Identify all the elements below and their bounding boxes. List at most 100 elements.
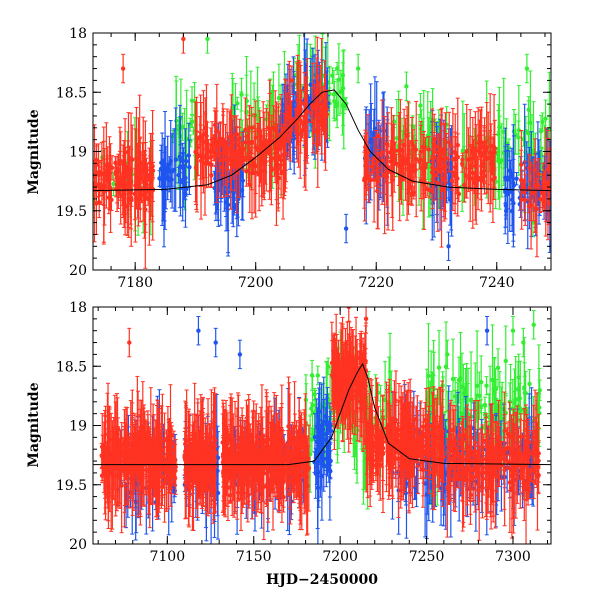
data-point-green [309,402,314,416]
data-point-red [133,128,138,243]
data-point-red [523,174,528,226]
data-point-red [305,58,310,164]
outlier-point-green [445,339,450,370]
data-point-red [278,154,283,175]
data-point-red [201,90,206,194]
data-point-blue [187,139,192,196]
data-point-red [280,123,286,220]
outlier-point-green [510,315,516,346]
data-point-green [482,396,488,413]
data-point-red [430,108,435,210]
data-point-red [368,171,373,189]
data-point-red [467,109,473,222]
data-point-red [311,119,317,144]
data-point-green [526,96,531,124]
data-point-red [296,125,301,143]
data-point-red [233,149,238,169]
y-tick-label: 19.5 [56,478,87,494]
data-point-red [315,74,320,188]
data-point-green [491,380,497,399]
data-point-red [543,153,548,222]
outlier-point-green [524,53,530,84]
data-point-green [335,62,340,75]
data-point-red [253,127,258,218]
top-model-curve [93,89,551,192]
data-point-red [263,138,268,185]
data-point-green [540,112,545,132]
data-point-red [531,164,536,222]
data-point-red [471,139,476,161]
data-point-blue [508,159,513,194]
data-point-red [382,115,387,235]
data-point-red [532,158,537,182]
outlier-point-red [120,53,126,84]
x-tick-label: 7150 [236,549,272,565]
data-point-red [247,148,253,168]
data-point-red [230,115,236,170]
outlier-point-blue [343,213,349,244]
data-point-red [143,120,148,225]
data-point-green [484,376,489,396]
data-point-red [211,143,216,162]
data-point-green [495,348,501,388]
data-point-blue [180,153,185,169]
data-point-blue [157,170,162,187]
data-point-red [98,159,104,190]
data-point-red [116,153,121,187]
data-point-red [448,136,453,155]
data-point-red [376,166,381,188]
data-point-blue [514,171,519,186]
top-panel: 7180 7200 7220 7240 18 18.5 19 19.5 20 Magnitude [26,26,552,291]
y-tick-label: 20 [69,263,87,279]
data-point-green [331,69,337,119]
bottom-plot-area [93,307,551,544]
outlier-point-green [521,327,526,358]
data-point-red [363,129,368,166]
data-point-red [439,122,444,211]
data-point-blue [509,190,515,232]
data-point-red [449,170,455,191]
data-point-red [323,73,328,171]
data-point-red [220,114,226,172]
x-tick-label: 7240 [479,275,515,291]
data-point-blue [176,166,181,184]
data-point-red [380,127,385,194]
data-point-red [125,177,130,236]
data-point-red [371,136,377,223]
data-point-green [516,120,521,155]
data-point-red [298,61,303,179]
data-point-red [425,181,430,197]
data-point-blue [184,181,189,197]
data-point-red [198,102,204,220]
data-point-red [237,138,243,160]
data-point-red [285,105,291,121]
top-plot-area [93,33,551,269]
data-point-red [423,145,428,183]
data-point-red [481,145,486,161]
data-point-red [403,118,408,201]
data-point-green [494,398,499,413]
data-point-red [406,135,411,206]
data-point-red [249,106,254,149]
data-point-red [442,123,448,212]
data-point-red [366,149,371,203]
data-point-red [243,97,248,162]
top-axis-ticks: 7180 7200 7220 7240 18 18.5 19 19.5 20 [56,26,551,291]
data-point-red [535,178,540,191]
data-point-red [317,65,323,145]
x-tick-label: 7200 [322,549,358,565]
data-point-red [388,140,393,184]
data-point-red [223,150,228,169]
data-point-green [189,115,195,129]
data-point-green [340,62,346,89]
data-point-red [127,146,132,171]
data-point-blue [184,154,189,168]
data-point-red [486,111,491,205]
data-point-green [309,359,315,391]
data-point-red [269,160,274,178]
data-point-red [212,107,218,143]
y-tick-label: 19 [69,145,87,161]
data-point-blue [167,168,172,193]
y-tick-label: 18 [69,300,87,316]
